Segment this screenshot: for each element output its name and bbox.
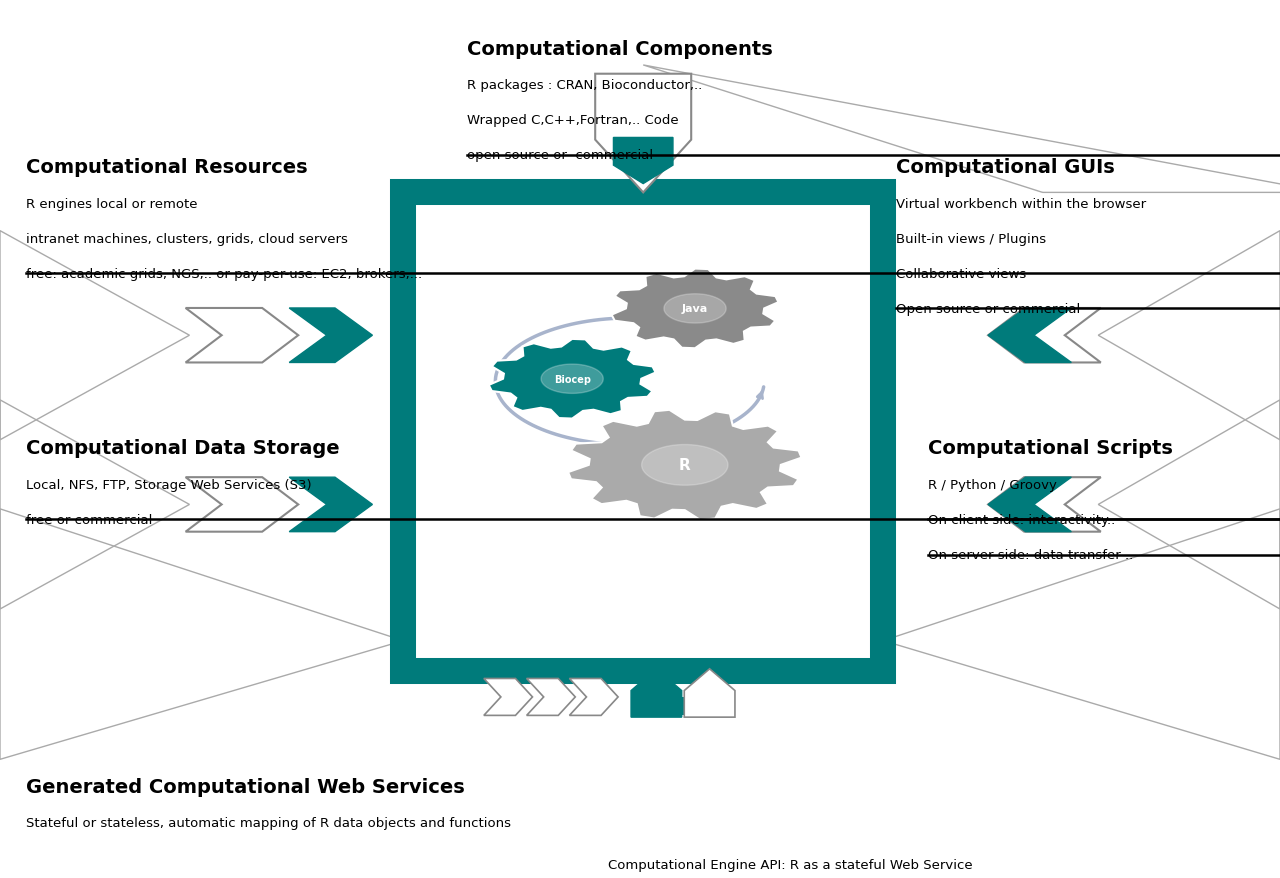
Polygon shape — [484, 679, 532, 716]
FancyBboxPatch shape — [631, 697, 712, 716]
Text: Virtual workbench within the browser: Virtual workbench within the browser — [896, 198, 1146, 211]
Text: Wrapped C,C++,Fortran,.. Code: Wrapped C,C++,Fortran,.. Code — [467, 114, 678, 127]
Polygon shape — [289, 478, 372, 532]
Text: Collaborative views: Collaborative views — [896, 268, 1027, 281]
Text: open source or  commercial: open source or commercial — [467, 149, 653, 162]
Polygon shape — [489, 340, 655, 419]
Polygon shape — [631, 669, 682, 717]
Text: On client side: interactivity..: On client side: interactivity.. — [928, 514, 1115, 527]
Polygon shape — [526, 679, 575, 716]
Polygon shape — [664, 294, 726, 324]
Text: Computational Components: Computational Components — [467, 40, 773, 59]
Text: Stateful or stateless, automatic mapping of R data objects and functions: Stateful or stateless, automatic mapping… — [26, 817, 511, 830]
Text: Computational Scripts: Computational Scripts — [928, 439, 1172, 458]
Polygon shape — [988, 309, 1071, 363]
Text: R / Python / Groovy: R / Python / Groovy — [928, 479, 1057, 492]
Text: Biocep: Biocep — [554, 374, 590, 385]
Polygon shape — [685, 669, 735, 717]
Polygon shape — [612, 270, 778, 349]
Text: intranet machines, clusters, grids, cloud servers: intranet machines, clusters, grids, clou… — [26, 233, 347, 246]
Polygon shape — [570, 679, 618, 716]
Polygon shape — [541, 364, 603, 394]
Text: Java: Java — [682, 304, 708, 314]
Text: R engines local or remote: R engines local or remote — [26, 198, 197, 211]
Polygon shape — [568, 410, 801, 521]
Text: R: R — [678, 457, 691, 473]
Polygon shape — [988, 478, 1071, 532]
Polygon shape — [186, 478, 298, 532]
FancyBboxPatch shape — [403, 193, 883, 672]
Polygon shape — [988, 478, 1101, 532]
Text: Local, NFS, FTP, Storage Web Services (S3): Local, NFS, FTP, Storage Web Services (S… — [26, 479, 311, 492]
Polygon shape — [613, 138, 673, 184]
Text: Computational GUIs: Computational GUIs — [896, 158, 1115, 177]
Text: Computational Resources: Computational Resources — [26, 158, 307, 177]
Text: free: academic grids, NGS,.. or pay-per-use: EC2, brokers,...: free: academic grids, NGS,.. or pay-per-… — [26, 268, 421, 281]
Polygon shape — [988, 309, 1101, 363]
Text: R packages : CRAN, Bioconductor,..: R packages : CRAN, Bioconductor,.. — [467, 79, 703, 92]
Text: Computational Data Storage: Computational Data Storage — [26, 439, 339, 458]
Text: Computational Engine API: R as a stateful Web Service: Computational Engine API: R as a statefu… — [608, 858, 973, 871]
Polygon shape — [641, 445, 728, 486]
Text: On server side: data transfer ..: On server side: data transfer .. — [928, 549, 1133, 562]
Polygon shape — [289, 309, 372, 363]
Text: Built-in views / Plugins: Built-in views / Plugins — [896, 233, 1046, 246]
Text: Open source or commercial: Open source or commercial — [896, 303, 1080, 316]
Text: Generated Computational Web Services: Generated Computational Web Services — [26, 777, 465, 796]
Polygon shape — [186, 309, 298, 363]
Polygon shape — [595, 75, 691, 193]
Text: free or commercial: free or commercial — [26, 514, 152, 527]
